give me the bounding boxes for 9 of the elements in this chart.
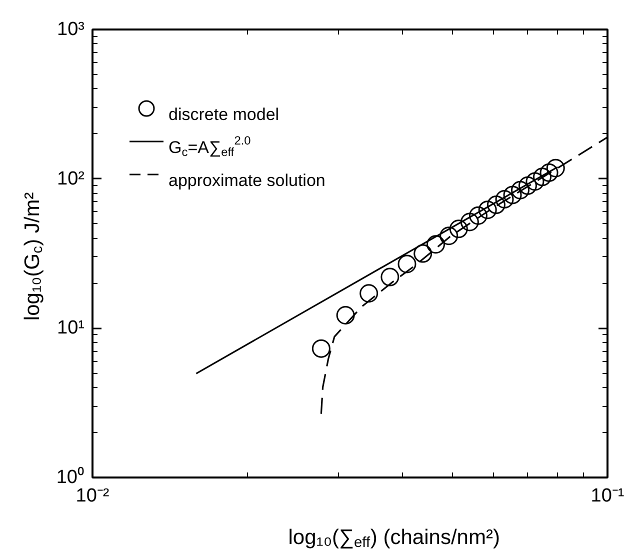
legend-label: approximate solution [168,171,326,190]
y-axis-title: log₁₀(Gc) J/m² [21,192,46,321]
legend-label: discrete model [168,105,280,124]
y-tick-label: 10¹ [57,318,85,339]
y-tick-label: 10³ [57,19,85,40]
y-tick-label: 10⁰ [56,466,85,488]
x-tick-label: 10⁻¹ [590,486,624,506]
y-tick-label: 10² [57,168,85,190]
x-tick-label: 10⁻² [76,486,110,506]
